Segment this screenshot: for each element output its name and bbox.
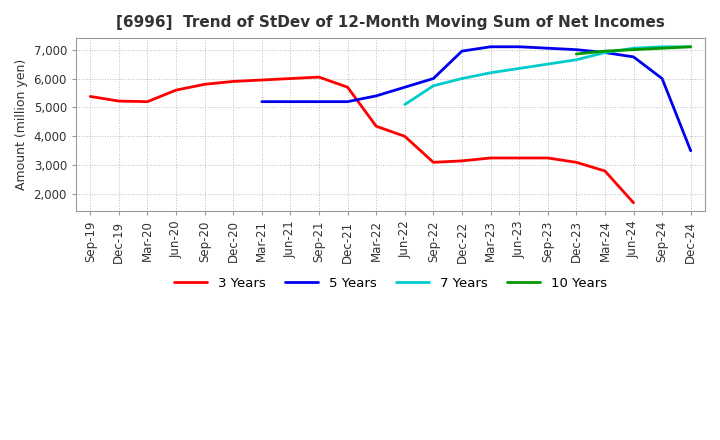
3 Years bbox=[86, 94, 94, 99]
3 Years bbox=[258, 77, 266, 83]
7 Years bbox=[400, 102, 409, 107]
Legend: 3 Years, 5 Years, 7 Years, 10 Years: 3 Years, 5 Years, 7 Years, 10 Years bbox=[168, 271, 612, 295]
5 Years bbox=[315, 99, 323, 104]
Title: [6996]  Trend of StDev of 12-Month Moving Sum of Net Incomes: [6996] Trend of StDev of 12-Month Moving… bbox=[116, 15, 665, 30]
3 Years bbox=[600, 169, 609, 174]
5 Years bbox=[629, 54, 638, 59]
3 Years bbox=[315, 74, 323, 80]
7 Years bbox=[458, 76, 467, 81]
Line: 3 Years: 3 Years bbox=[90, 77, 634, 203]
Y-axis label: Amount (million yen): Amount (million yen) bbox=[15, 59, 28, 191]
10 Years bbox=[658, 46, 667, 51]
3 Years bbox=[143, 99, 152, 104]
3 Years bbox=[544, 155, 552, 161]
10 Years bbox=[572, 51, 580, 57]
3 Years bbox=[629, 200, 638, 205]
5 Years bbox=[658, 76, 667, 81]
5 Years bbox=[686, 148, 695, 154]
3 Years bbox=[486, 155, 495, 161]
7 Years bbox=[600, 50, 609, 55]
3 Years bbox=[200, 82, 209, 87]
5 Years bbox=[544, 46, 552, 51]
5 Years bbox=[486, 44, 495, 49]
3 Years bbox=[458, 158, 467, 164]
5 Years bbox=[458, 48, 467, 54]
3 Years bbox=[572, 160, 580, 165]
7 Years bbox=[686, 44, 695, 49]
5 Years bbox=[258, 99, 266, 104]
7 Years bbox=[515, 66, 523, 71]
7 Years bbox=[572, 57, 580, 62]
5 Years bbox=[286, 99, 294, 104]
Line: 5 Years: 5 Years bbox=[262, 47, 690, 151]
5 Years bbox=[515, 44, 523, 49]
10 Years bbox=[600, 48, 609, 54]
7 Years bbox=[544, 62, 552, 67]
5 Years bbox=[343, 99, 352, 104]
3 Years bbox=[515, 155, 523, 161]
Line: 7 Years: 7 Years bbox=[405, 47, 690, 105]
5 Years bbox=[429, 76, 438, 81]
10 Years bbox=[686, 44, 695, 49]
3 Years bbox=[229, 79, 238, 84]
7 Years bbox=[486, 70, 495, 75]
10 Years bbox=[629, 47, 638, 52]
3 Years bbox=[343, 84, 352, 90]
3 Years bbox=[171, 88, 180, 93]
3 Years bbox=[114, 99, 123, 104]
3 Years bbox=[286, 76, 294, 81]
7 Years bbox=[429, 83, 438, 88]
5 Years bbox=[372, 93, 380, 99]
3 Years bbox=[372, 124, 380, 129]
3 Years bbox=[400, 134, 409, 139]
Line: 10 Years: 10 Years bbox=[576, 47, 690, 54]
5 Years bbox=[400, 84, 409, 90]
3 Years bbox=[429, 160, 438, 165]
7 Years bbox=[658, 44, 667, 49]
5 Years bbox=[572, 47, 580, 52]
7 Years bbox=[629, 46, 638, 51]
5 Years bbox=[600, 50, 609, 55]
